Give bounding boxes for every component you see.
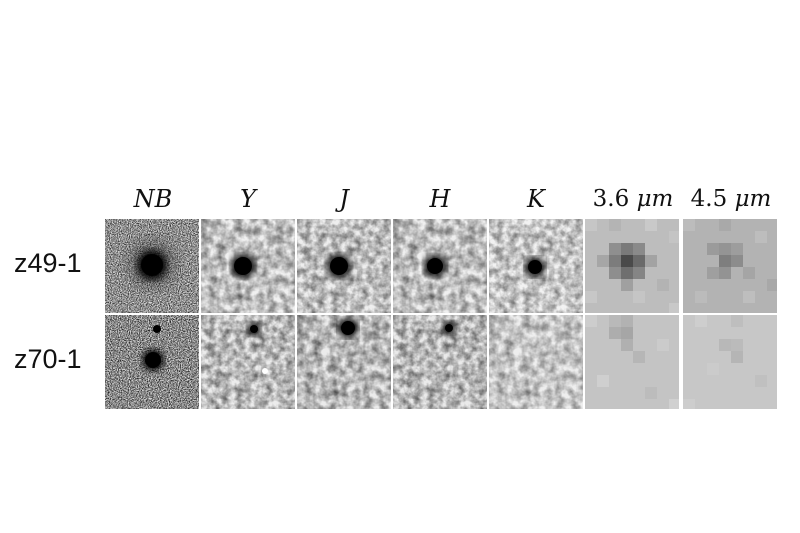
- cutout-z49-1-k: [488, 218, 584, 314]
- column-label-4p5um: 4.5 μm: [682, 182, 780, 216]
- column-label-h: H: [429, 185, 451, 213]
- column-label-j: J: [339, 185, 349, 213]
- row-label-z70-1: z70-1: [14, 344, 82, 374]
- cutout-z70-1-j: [296, 314, 392, 410]
- cutout-z70-1-y: [200, 314, 296, 410]
- cutout-z49-1-nb: [104, 218, 200, 314]
- cutout-z70-1-k: [488, 314, 584, 410]
- cutout-z70-1-4p5um: [682, 314, 778, 410]
- cutout-z70-1-h: [392, 314, 488, 410]
- column-label-3p6um: 3.6 μm: [584, 182, 682, 216]
- cutout-z70-1-3p6um: [584, 314, 680, 410]
- column-label-y: Y: [240, 185, 256, 213]
- row-label-z49-1: z49-1: [14, 248, 82, 278]
- cutout-z49-1-y: [200, 218, 296, 314]
- column-label-nb: NB: [133, 185, 173, 213]
- cutout-z49-1-3p6um: [584, 218, 680, 314]
- cutout-z49-1-4p5um: [682, 218, 778, 314]
- column-label-4p5um-number: 4.5: [690, 186, 728, 212]
- column-label-4p5um-unit: μm: [734, 186, 772, 212]
- column-label-3p6um-unit: μm: [636, 186, 674, 212]
- cutout-z49-1-h: [392, 218, 488, 314]
- cutout-z70-1-nb: [104, 314, 200, 410]
- cutout-z49-1-j: [296, 218, 392, 314]
- column-label-k: K: [527, 185, 545, 213]
- column-label-3p6um-number: 3.6: [592, 186, 630, 212]
